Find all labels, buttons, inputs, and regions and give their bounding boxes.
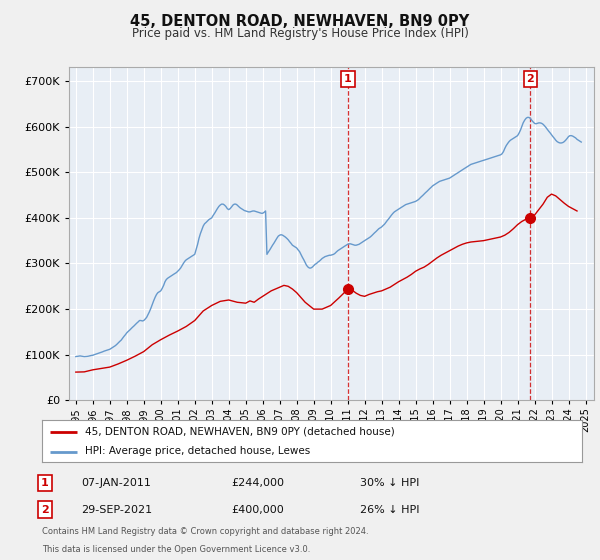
Text: 29-SEP-2021: 29-SEP-2021 bbox=[81, 505, 152, 515]
Text: 30% ↓ HPI: 30% ↓ HPI bbox=[360, 478, 419, 488]
Text: £244,000: £244,000 bbox=[231, 478, 284, 488]
Text: 45, DENTON ROAD, NEWHAVEN, BN9 0PY (detached house): 45, DENTON ROAD, NEWHAVEN, BN9 0PY (deta… bbox=[85, 427, 395, 437]
Text: 07-JAN-2011: 07-JAN-2011 bbox=[81, 478, 151, 488]
Text: 2: 2 bbox=[526, 74, 534, 84]
Text: Price paid vs. HM Land Registry's House Price Index (HPI): Price paid vs. HM Land Registry's House … bbox=[131, 27, 469, 40]
Text: 26% ↓ HPI: 26% ↓ HPI bbox=[360, 505, 419, 515]
Text: 1: 1 bbox=[344, 74, 352, 84]
Text: £400,000: £400,000 bbox=[231, 505, 284, 515]
Text: 1: 1 bbox=[41, 478, 49, 488]
Text: 45, DENTON ROAD, NEWHAVEN, BN9 0PY: 45, DENTON ROAD, NEWHAVEN, BN9 0PY bbox=[130, 14, 470, 29]
Text: HPI: Average price, detached house, Lewes: HPI: Average price, detached house, Lewe… bbox=[85, 446, 310, 456]
Text: Contains HM Land Registry data © Crown copyright and database right 2024.: Contains HM Land Registry data © Crown c… bbox=[42, 528, 368, 536]
Text: 2: 2 bbox=[41, 505, 49, 515]
Text: This data is licensed under the Open Government Licence v3.0.: This data is licensed under the Open Gov… bbox=[42, 545, 310, 554]
